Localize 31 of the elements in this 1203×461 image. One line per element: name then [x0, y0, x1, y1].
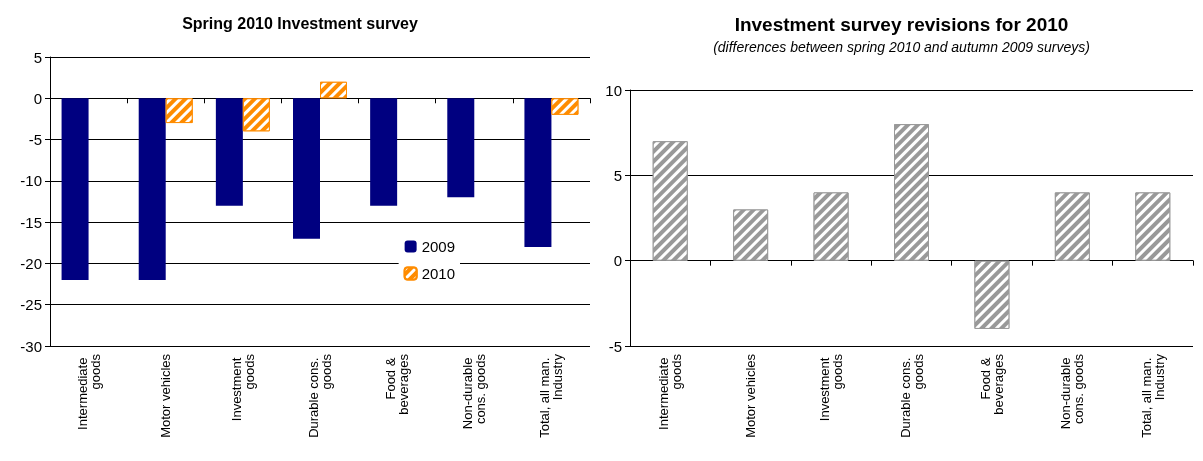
- y-tick-label: -5: [28, 131, 42, 149]
- chart-title: Spring 2010 Investment survey: [182, 14, 418, 32]
- x-tick-label: Non-durable cons. goods: [460, 353, 489, 430]
- y-tick-label: 5: [613, 166, 622, 184]
- x-tick-label: Durable cons. goods: [306, 353, 334, 438]
- legend-label: 2009: [421, 238, 456, 255]
- x-tick-label: Food & beverages: [383, 353, 412, 415]
- chart-title: Investment survey revisions for 2010: [734, 14, 1069, 35]
- y-tick-label: -10: [20, 172, 42, 190]
- y-tick-label: 5: [33, 48, 42, 66]
- y-tick-label: -25: [20, 296, 42, 314]
- x-tick-label: Durable cons. goods: [897, 353, 926, 438]
- x-tick-label: Total, all man. Industry: [1138, 353, 1167, 438]
- x-tick-label: Intermediate goods: [74, 353, 103, 430]
- y-tick-label: -30: [20, 337, 42, 355]
- x-tick-label: Food & beverages: [977, 353, 1006, 415]
- y-tick-label: 0: [33, 89, 42, 107]
- x-tick-label: Investment goods: [228, 353, 257, 422]
- x-tick-label: Investment goods: [817, 353, 846, 422]
- x-tick-label: Motor vehicles: [158, 353, 174, 438]
- legend-label: 2010: [421, 265, 456, 282]
- x-tick-label: Intermediate goods: [656, 353, 685, 430]
- x-tick-label: Motor vehicles: [743, 353, 759, 438]
- y-tick-label: -20: [20, 254, 42, 272]
- x-tick-label: Total, all man. Industry: [537, 353, 566, 438]
- x-tick-label: Non-durable cons. goods: [1058, 353, 1087, 430]
- y-tick-label: -5: [608, 337, 622, 355]
- y-tick-label: 0: [613, 252, 622, 270]
- chart-subtitle: (differences between spring 2010 and autumn 2009 surveys): [713, 39, 1090, 55]
- y-tick-label: 10: [605, 81, 622, 99]
- y-tick-label: -15: [20, 213, 42, 231]
